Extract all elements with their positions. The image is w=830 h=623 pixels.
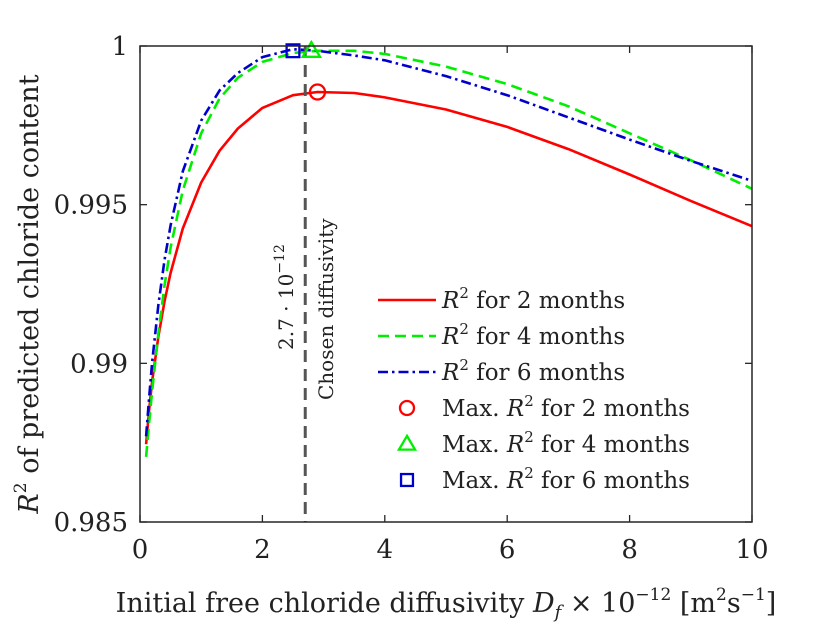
legend-swatch-marker	[396, 433, 418, 451]
x-label-times: × 10	[561, 588, 635, 619]
maximum-markers	[285, 39, 327, 101]
legend-swatch-marker	[398, 399, 416, 417]
legend-rest: for 6 months	[469, 360, 625, 386]
y-label-rest: of predicted chloride content	[14, 74, 45, 482]
y-tick-label: 1	[111, 32, 128, 62]
legend-exp: 2	[459, 320, 469, 338]
x-axis-label: Initial free chloride diffusivity Df × 1…	[116, 585, 777, 623]
legend-exp: 2	[459, 356, 469, 374]
series-lines	[144, 47, 753, 458]
legend-rest: for 2 months	[469, 288, 625, 314]
plot-area-frame	[139, 45, 753, 523]
legend-var: R	[506, 468, 524, 494]
chosen-diffusivity-annotation: 2.7 · 10−12 Chosen diffusivity	[272, 46, 338, 522]
y-tick-label: 0.99	[70, 349, 128, 379]
x-tick-label: 0	[132, 535, 149, 565]
x-tick-label: 6	[499, 535, 516, 565]
legend-prefix: Max.	[442, 396, 507, 422]
x-label-exponent: −12	[635, 585, 671, 605]
legend-exp: 2	[459, 284, 469, 302]
chosen-diffusivity-label: Chosen diffusivity	[314, 218, 338, 400]
legend-prefix: Max.	[442, 468, 507, 494]
x-tick-label: 2	[254, 535, 271, 565]
x-tick-label: 8	[621, 535, 638, 565]
chosen-value-exponent: −12	[272, 244, 288, 274]
legend-entry-label: R2 for 2 months	[441, 284, 625, 314]
x-label-unit-exponent-1: 2	[716, 585, 727, 605]
series-line	[144, 90, 753, 445]
x-label-unit-close: ]	[766, 588, 777, 619]
y-axis-label: R2 of predicted chloride content	[11, 74, 45, 514]
legend-swatch-marker	[399, 472, 415, 488]
y-label-variable: R	[14, 493, 45, 514]
legend-rest: for 4 months	[469, 324, 625, 350]
legend-rest: for 6 months	[534, 468, 690, 494]
x-tick-label: 10	[735, 535, 768, 565]
legend-var: R	[441, 324, 459, 350]
legend-exp: 2	[524, 464, 534, 482]
max-marker	[308, 83, 327, 101]
chosen-value-label: 2.7 · 10−12	[272, 244, 298, 350]
legend-entry-label: R2 for 4 months	[441, 320, 625, 350]
legend-prefix: Max.	[442, 432, 507, 458]
y-label-exponent: 2	[11, 482, 31, 493]
x-label-prefix: Initial free chloride diffusivity	[116, 588, 533, 619]
legend-exp: 2	[524, 392, 534, 410]
max-marker	[300, 39, 322, 58]
legend-entry-label: Max. R2 for 6 months	[442, 464, 690, 494]
legend-entry-label: R2 for 6 months	[441, 356, 625, 386]
legend-entry-label: Max. R2 for 2 months	[442, 392, 690, 422]
legend-exp: 2	[524, 428, 534, 446]
legend-entry-label: Max. R2 for 4 months	[442, 428, 690, 458]
x-label-unit-mid: s	[727, 588, 741, 619]
y-tick-label: 0.985	[54, 508, 128, 538]
chosen-value-base: 2.7 · 10	[274, 274, 298, 350]
axis-ticks: 0 2 4 6 8 10 0.985 0.99 0.995 1	[54, 32, 769, 565]
legend-rest: for 2 months	[534, 396, 690, 422]
legend-var: R	[441, 360, 459, 386]
axis-labels: Initial free chloride diffusivity Df × 1…	[11, 74, 776, 623]
series-line	[144, 47, 753, 437]
x-tick-label: 4	[377, 535, 394, 565]
legend-rest: for 4 months	[534, 432, 690, 458]
x-label-variable: D	[532, 588, 555, 619]
series-line	[144, 49, 753, 458]
legend-var: R	[441, 288, 459, 314]
x-label-unit-open: [m	[671, 588, 716, 619]
x-label-unit-exponent-2: −1	[741, 585, 766, 605]
y-tick-label: 0.995	[54, 191, 128, 221]
legend-var: R	[506, 432, 524, 458]
max-marker	[285, 43, 301, 59]
legend-var: R	[506, 396, 524, 422]
